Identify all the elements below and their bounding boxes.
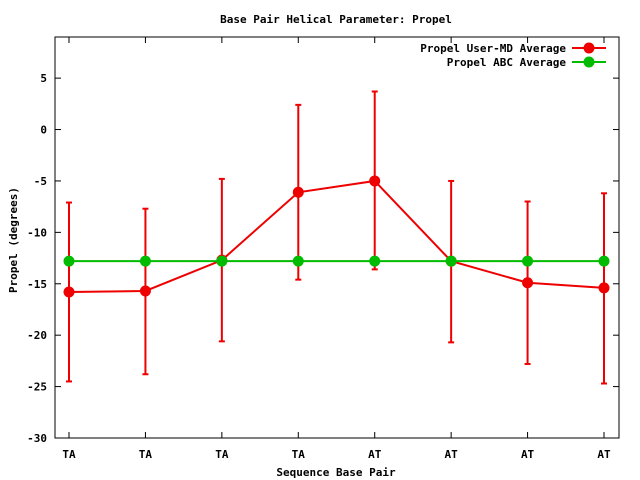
series-layer bbox=[63, 90, 610, 385]
data-point bbox=[63, 255, 75, 267]
data-point bbox=[369, 175, 381, 187]
y-tick-label: -25 bbox=[27, 381, 47, 394]
y-axis-label: Propel (degrees) bbox=[7, 187, 20, 293]
legend-label: Propel ABC Average bbox=[447, 56, 567, 69]
legend-marker bbox=[583, 56, 595, 68]
x-tick-label: TA bbox=[139, 448, 153, 461]
data-point bbox=[139, 255, 151, 267]
legend-marker bbox=[583, 42, 595, 54]
data-point bbox=[216, 255, 228, 267]
y-tick-label: -30 bbox=[27, 432, 47, 445]
x-tick-label: TA bbox=[62, 448, 76, 461]
chart-title: Base Pair Helical Parameter: Propel bbox=[220, 13, 452, 26]
data-point bbox=[598, 282, 610, 294]
series-1 bbox=[63, 90, 610, 385]
x-tick-label: AT bbox=[597, 448, 611, 461]
y-axis: 5 0 -5 -10 -15 -20 -25 -30 bbox=[27, 72, 619, 445]
x-axis: TA TA TA TA AT AT AT AT bbox=[62, 37, 611, 461]
y-tick-label: -10 bbox=[27, 226, 47, 239]
y-tick-label: 0 bbox=[40, 124, 47, 137]
x-tick-label: TA bbox=[215, 448, 229, 461]
data-point bbox=[522, 255, 534, 267]
data-point bbox=[63, 286, 75, 298]
legend-label: Propel User-MD Average bbox=[420, 42, 566, 55]
data-point bbox=[445, 255, 457, 267]
x-tick-label: AT bbox=[445, 448, 459, 461]
y-tick-label: -5 bbox=[34, 175, 47, 188]
x-tick-label: AT bbox=[521, 448, 535, 461]
x-tick-label: TA bbox=[292, 448, 306, 461]
data-point bbox=[598, 255, 610, 267]
series-line bbox=[68, 179, 605, 293]
y-tick-label: 5 bbox=[40, 72, 47, 85]
plot-frame bbox=[54, 36, 620, 439]
data-point bbox=[292, 255, 304, 267]
data-point bbox=[369, 255, 381, 267]
data-point bbox=[292, 186, 304, 198]
x-tick-label: AT bbox=[368, 448, 382, 461]
y-tick-label: -15 bbox=[27, 278, 47, 291]
x-axis-label: Sequence Base Pair bbox=[276, 466, 396, 479]
data-point bbox=[139, 285, 151, 297]
y-tick-label: -20 bbox=[27, 329, 47, 342]
data-point bbox=[522, 277, 534, 289]
series-2 bbox=[63, 255, 610, 267]
